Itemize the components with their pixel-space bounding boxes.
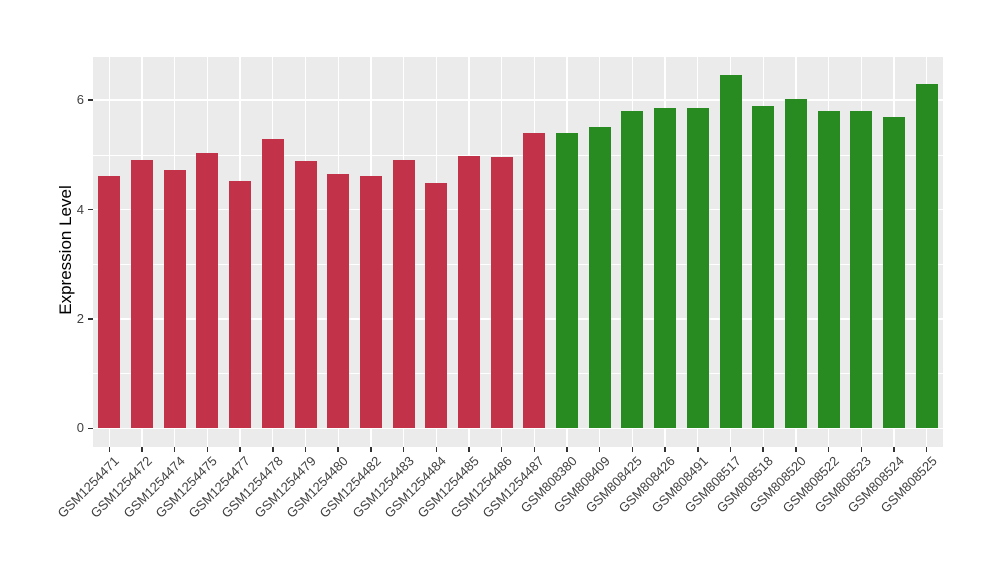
x-tick-mark-GSM1254472 — [141, 447, 143, 452]
bar-GSM1254477 — [229, 180, 252, 429]
bar-GSM1254484 — [425, 183, 448, 429]
y-tick-mark-0 — [88, 427, 93, 430]
x-tick-mark-GSM808426 — [664, 447, 666, 452]
y-tick-mark-6 — [88, 99, 93, 101]
y-tick-label-4: 4 — [76, 201, 84, 217]
x-tick-mark-GSM808518 — [762, 447, 764, 452]
y-tick-label-2: 2 — [76, 311, 84, 326]
x-tick-mark-GSM1254484 — [435, 447, 438, 452]
x-tick-mark-GSM1254482 — [370, 447, 372, 452]
gridline-minor-y-3 — [93, 263, 943, 265]
gridline-major-y-0 — [93, 427, 943, 430]
x-tick-mark-GSM1254474 — [173, 447, 176, 452]
bar-GSM808525 — [915, 83, 938, 429]
x-tick-mark-GSM808520 — [795, 447, 797, 452]
gridline-minor-y-5 — [93, 154, 943, 156]
bar-GSM1254480 — [327, 174, 350, 429]
x-tick-mark-GSM1254471 — [108, 447, 111, 452]
y-tick-mark-2 — [88, 318, 93, 320]
gridline-major-y-6 — [93, 99, 943, 101]
y-tick-label-0: 0 — [76, 420, 84, 436]
bar-GSM808491 — [686, 107, 709, 429]
bar-GSM808517 — [719, 74, 742, 429]
x-tick-mark-GSM1254483 — [402, 447, 405, 452]
bar-GSM808380 — [556, 133, 579, 429]
gridline-major-y-4 — [93, 208, 943, 211]
x-tick-mark-GSM808517 — [729, 447, 732, 452]
x-tick-mark-GSM1254479 — [304, 447, 307, 452]
x-tick-mark-GSM808380 — [566, 447, 568, 452]
bar-GSM1254472 — [131, 160, 154, 429]
bar-GSM808426 — [654, 107, 677, 429]
bar-GSM1254479 — [294, 161, 317, 429]
bar-GSM1254471 — [98, 175, 121, 429]
bar-GSM1254485 — [457, 156, 480, 429]
bar-GSM1254474 — [163, 169, 186, 429]
bar-GSM808520 — [784, 98, 807, 429]
x-tick-mark-GSM808425 — [631, 447, 634, 452]
bar-GSM1254483 — [392, 159, 415, 429]
y-tick-label-6: 6 — [76, 92, 84, 108]
x-tick-mark-GSM808522 — [827, 447, 830, 452]
x-tick-mark-GSM808409 — [598, 447, 601, 452]
y-tick-mark-4 — [88, 208, 93, 211]
bar-GSM808425 — [621, 110, 644, 429]
bar-GSM808522 — [817, 110, 840, 429]
bar-GSM808523 — [850, 110, 873, 429]
x-tick-mark-GSM1254487 — [533, 447, 536, 452]
bar-GSM1254478 — [261, 139, 284, 429]
x-tick-mark-GSM1254477 — [239, 447, 241, 452]
bar-GSM1254487 — [523, 133, 546, 429]
bar-GSM808524 — [882, 116, 905, 429]
gridline-minor-y-1 — [93, 373, 943, 375]
bar-GSM1254475 — [196, 152, 219, 429]
gridline-major-y-2 — [93, 318, 943, 320]
x-tick-mark-GSM1254478 — [272, 447, 274, 452]
plot-panel — [93, 57, 943, 447]
x-tick-mark-GSM808491 — [697, 447, 699, 452]
x-tick-mark-GSM1254480 — [337, 447, 339, 452]
x-tick-mark-GSM1254486 — [500, 447, 503, 452]
x-tick-mark-GSM808525 — [925, 447, 928, 452]
bar-GSM808409 — [588, 127, 611, 429]
x-tick-mark-GSM1254485 — [468, 447, 470, 452]
bar-GSM1254482 — [359, 175, 382, 429]
x-tick-mark-GSM808523 — [860, 447, 863, 452]
x-tick-mark-GSM808524 — [893, 447, 895, 452]
x-tick-mark-GSM1254475 — [206, 447, 209, 452]
bar-GSM1254486 — [490, 157, 513, 429]
bar-GSM808518 — [752, 105, 775, 429]
